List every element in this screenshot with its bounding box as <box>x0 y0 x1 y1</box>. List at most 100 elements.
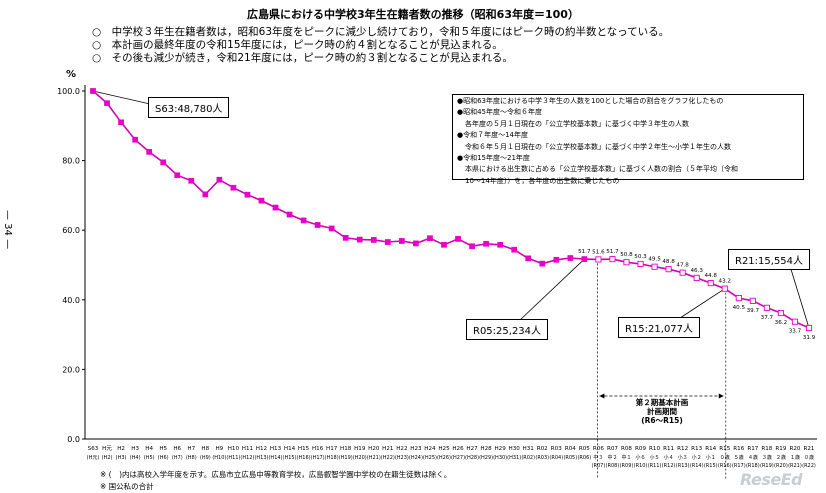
x-sub-label: (R06) <box>577 455 591 461</box>
x-sub-label: (R14) <box>690 463 704 469</box>
x-tick-label: R09 <box>635 446 646 452</box>
x-tick-label: R06 <box>593 446 604 452</box>
x-sub-label: (R18) <box>746 463 760 469</box>
x-tick-label: H30 <box>509 446 521 452</box>
summary-bullet: ○ その後も減少が続き，令和21年度には，ピーク時の約３割となることが見込まれる… <box>92 52 513 64</box>
y-tick-labels: 0.0 20.0 40.0 60.0 80.0 100.0 <box>57 87 80 444</box>
data-label: 51.6 <box>592 249 605 255</box>
x-sub-label: (H20) <box>353 455 367 461</box>
x-tick-label: H13 <box>270 446 282 452</box>
note-line: 10～14年度〕）を，各年度の出生数に乗じたもの <box>465 176 620 185</box>
actual-point <box>356 236 363 243</box>
x-sub-label: (H23) <box>395 455 409 461</box>
projected-point <box>805 324 813 332</box>
x-sub-label: (R05) <box>563 455 577 461</box>
x-tick-label: R04 <box>565 446 576 452</box>
x-sub-label: (R16) <box>718 463 732 469</box>
plan-period-line: 第２期基本計画 <box>635 398 689 407</box>
period-guides <box>597 259 727 479</box>
x-sub-label: (H8) <box>186 455 197 461</box>
page-number: — 34 — <box>2 210 13 250</box>
actual-point <box>230 184 237 191</box>
y-tick-label: 20.0 <box>62 365 80 374</box>
callout-s63: S63:48,780人 <box>148 97 230 118</box>
actual-point <box>581 256 588 262</box>
x-sub-label: ４歳 <box>748 454 758 461</box>
x-tick-label: R13 <box>691 446 702 452</box>
x-sub-label: (H25) <box>423 455 437 461</box>
actual-point <box>539 260 546 267</box>
data-label: 49.5 <box>648 257 661 263</box>
x-tick-label: R20 <box>789 446 800 452</box>
x-sub-label: (H元) <box>87 455 100 461</box>
x-tick-label: H12 <box>256 446 267 452</box>
x-sub-label: 中３ <box>593 454 603 461</box>
actual-point <box>314 222 321 228</box>
note-line: ●昭和63年度における中学３年生の人数を100とした場合の割合をグラフ化したもの <box>457 97 724 105</box>
projected-point <box>609 256 616 263</box>
projected-point <box>707 280 714 287</box>
x-tick-label: R10 <box>649 446 660 452</box>
x-tick-label: H15 <box>298 446 310 452</box>
x-tick-label: H28 <box>480 446 492 452</box>
x-tick-label: R02 <box>537 446 548 452</box>
x-sub-label: (R15) <box>704 463 718 469</box>
note-line: 各年度の５月１日現在の「公立学校基本数」に基づく中学３年生の人数 <box>465 119 689 128</box>
note-line: ●昭和45年度～令和６年度 <box>457 108 543 117</box>
x-tick-label: H22 <box>396 446 407 452</box>
x-sub-label: (H15) <box>283 455 297 461</box>
actual-point <box>118 119 124 126</box>
series-points <box>90 88 813 332</box>
x-sub-label: (R10) <box>634 463 648 469</box>
actual-point <box>567 255 574 261</box>
actual-point <box>483 240 489 247</box>
x-tick-label: H11 <box>242 446 254 452</box>
x-sub-label: 小４ <box>664 454 674 461</box>
x-sub-label: 小６ <box>636 454 646 461</box>
x-sub-label: (R07) <box>592 463 606 469</box>
projected-point <box>595 256 602 263</box>
x-tick-label: H25 <box>438 446 450 452</box>
actual-point <box>553 256 560 263</box>
summary-bullet: ○ 中学校３年生在籍者数は，昭和63年度をピークに減少し続けており，令和５年度に… <box>92 26 670 38</box>
x-tick-label: H23 <box>410 446 422 452</box>
x-sub-label: ２歳 <box>776 454 786 461</box>
x-sub-label: (H24) <box>409 455 423 461</box>
data-label: 31.9 <box>803 335 816 341</box>
leader-r15 <box>679 288 725 319</box>
x-sub-label: (H28) <box>465 455 479 461</box>
x-tick-label: S63 <box>88 446 99 452</box>
x-tick-label: R19 <box>775 446 786 452</box>
data-label: 44.8 <box>704 273 717 279</box>
x-tick-label: H17 <box>326 446 338 452</box>
actual-point <box>300 217 307 224</box>
x-sub-label: 小５ <box>650 454 660 461</box>
x-tick-label: R12 <box>677 446 688 452</box>
data-label: 50.8 <box>620 252 633 258</box>
period-arrow-head <box>599 393 605 399</box>
actual-point <box>286 211 293 218</box>
x-tick-label: H2 <box>117 446 125 452</box>
x-sub-label: 中２ <box>607 454 617 461</box>
x-tick-label: H19 <box>354 446 366 452</box>
projected-point <box>763 304 770 311</box>
series-polyline <box>92 90 810 329</box>
actual-point <box>188 177 195 184</box>
x-tick-label: H元 <box>102 445 112 452</box>
actual-point <box>413 240 419 247</box>
x-tick-label: H18 <box>340 446 352 452</box>
x-sub-label: (R09) <box>620 463 634 469</box>
actual-point <box>272 204 279 211</box>
x-tick-label: R17 <box>747 446 758 452</box>
x-sub-label: (R20) <box>774 463 788 469</box>
x-sub-label: (H11) <box>226 455 240 461</box>
actual-point <box>244 191 251 198</box>
x-sub-label: (H13) <box>254 455 268 461</box>
x-sub-label: (H27) <box>451 455 465 461</box>
actual-point <box>216 176 223 183</box>
x-sub-label: (R19) <box>760 463 774 469</box>
footnote: ※ ( )内は高校入学年度を示す。広島市立広島中等教育学校，広島叡智学園中学校の… <box>100 470 452 479</box>
x-sub-label: ０歳 <box>804 454 814 461</box>
x-sub-label: (R21) <box>788 463 802 469</box>
brand-logo: ReseEd <box>740 470 803 489</box>
